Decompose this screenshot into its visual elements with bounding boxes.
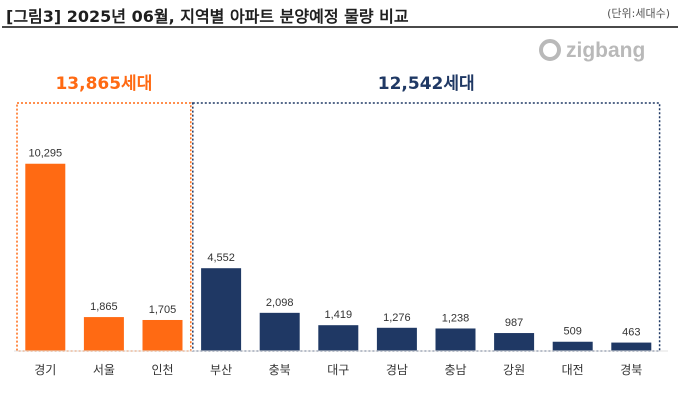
group-total-label: 13,865세대 — [55, 74, 152, 94]
x-tick-label: 충남 — [444, 363, 466, 377]
bar-value-label: 1,865 — [90, 301, 118, 313]
bar — [25, 163, 66, 351]
bar-value-label: 4,552 — [207, 252, 235, 264]
bar-value-label: 509 — [564, 326, 582, 338]
bar-value-label: 1,238 — [442, 312, 470, 324]
title-divider — [2, 26, 678, 28]
bar-value-label: 2,098 — [266, 297, 294, 309]
bar — [318, 325, 359, 351]
bar — [142, 319, 183, 351]
x-tick-label: 부산 — [210, 363, 232, 377]
bar — [83, 317, 124, 351]
group-total-label: 12,542세대 — [378, 74, 475, 94]
value-labels: 10,295 1,865 1,705 4,552 2,098 1,419 1,276 1,23… — [28, 148, 640, 339]
x-tick-label: 강원 — [503, 363, 525, 377]
x-tick-label: 인천 — [151, 362, 173, 377]
x-axis-labels: 경기 서울 인천 부산 충북 대구 경남 충남 강원 대전 경북 — [34, 362, 642, 377]
bar-value-label: 1,276 — [383, 312, 411, 324]
bar-value-label: 463 — [622, 327, 640, 339]
x-tick-label: 충북 — [269, 363, 291, 377]
bar — [494, 333, 535, 351]
zigbang-logo-mark — [539, 39, 561, 61]
bar-value-label: 1,419 — [325, 309, 353, 321]
chart-title: [그림3] 2025년 06월, 지역별 아파트 분양예정 물량 비교 — [6, 7, 409, 26]
x-tick-label: 대구 — [327, 363, 349, 377]
bar — [435, 328, 476, 351]
x-tick-label: 대전 — [562, 363, 584, 377]
bar-value-label: 10,295 — [28, 148, 62, 160]
bar — [259, 312, 300, 351]
unit-label: (단위:세대수) — [607, 7, 670, 20]
bar — [552, 341, 593, 351]
x-tick-label: 서울 — [93, 363, 115, 377]
x-tick-label: 경기 — [34, 363, 56, 377]
zigbang-logo-icon: zigbang — [539, 39, 645, 62]
x-tick-label: 경남 — [386, 363, 408, 377]
brand-name: zigbang — [566, 39, 645, 62]
x-tick-label: 경북 — [620, 363, 642, 377]
bar-value-label: 1,705 — [149, 304, 177, 316]
bars — [25, 163, 652, 351]
bar — [376, 327, 417, 351]
bar-value-label: 987 — [505, 317, 523, 329]
bar — [201, 268, 242, 351]
bar — [611, 342, 652, 351]
